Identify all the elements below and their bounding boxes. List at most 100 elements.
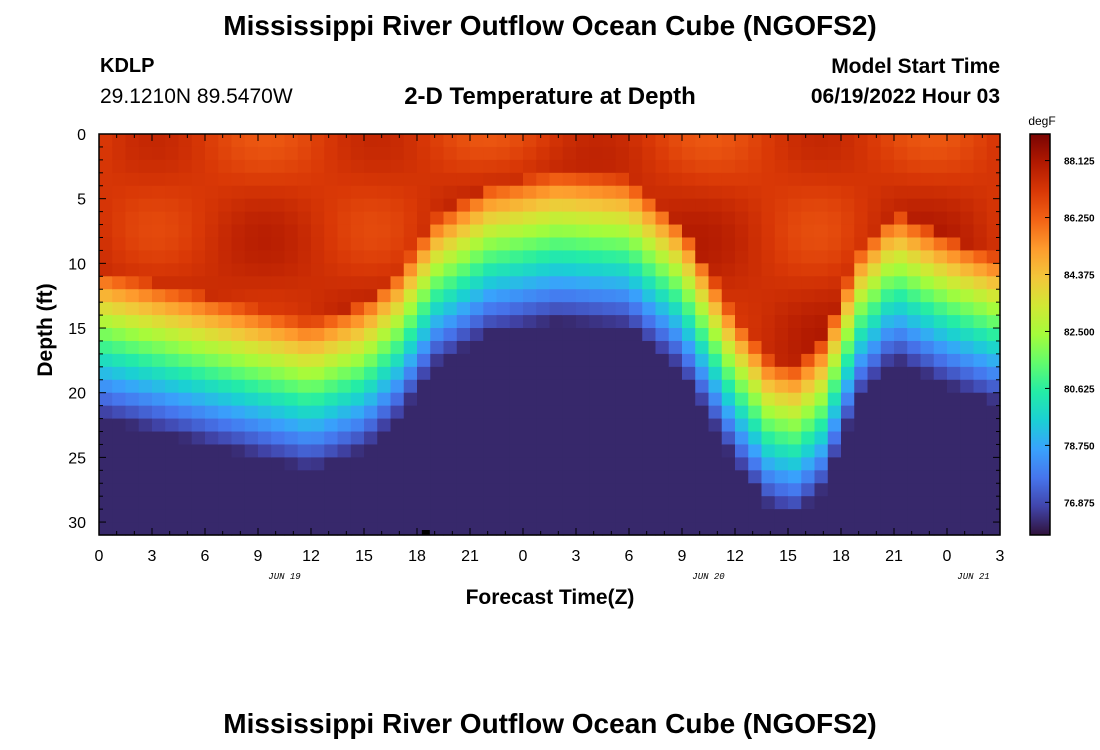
heatmap-cell [894, 496, 908, 510]
heatmap-cell [496, 159, 511, 174]
heatmap-cell [191, 146, 206, 161]
heatmap-cell [668, 302, 683, 316]
x-tick-label: 3 [996, 548, 1005, 565]
heatmap-cell [708, 289, 723, 303]
heatmap-cell [576, 340, 590, 355]
heatmap-cell [430, 405, 445, 420]
heatmap-cell [364, 418, 378, 433]
heatmap-cell [682, 509, 696, 523]
heatmap-cell [509, 198, 524, 213]
heatmap-cell [470, 276, 484, 290]
heatmap-cell [721, 418, 736, 433]
heatmap-cell [390, 328, 405, 342]
heatmap-cell [933, 405, 948, 420]
heatmap-cell [364, 470, 378, 484]
heatmap-cell [99, 483, 113, 497]
heatmap-cell [947, 457, 961, 471]
heatmap-cell [655, 496, 670, 510]
heatmap-cell [655, 250, 670, 264]
heatmap-cell [311, 392, 325, 407]
heatmap-cell [814, 172, 829, 187]
heatmap-cell [456, 198, 471, 213]
heatmap-cell [138, 146, 153, 161]
heatmap-cell [814, 353, 829, 368]
heatmap-cell [138, 172, 153, 187]
heatmap-cell [377, 211, 392, 226]
heatmap-cell [218, 185, 233, 200]
heatmap-cell [589, 315, 604, 329]
heatmap-cell [615, 509, 630, 523]
heatmap-cell [615, 276, 630, 290]
heatmap-cell [549, 340, 564, 355]
heatmap-cell [642, 185, 657, 200]
heatmap-cell [244, 289, 259, 303]
heatmap-cell [390, 379, 405, 394]
heatmap-cell [827, 483, 842, 497]
heatmap-cell [721, 302, 736, 316]
heatmap-cell [191, 224, 206, 239]
heatmap-cell [112, 366, 127, 381]
heatmap-cell [152, 379, 166, 394]
heatmap-cell [576, 302, 590, 316]
heatmap-cell [920, 134, 935, 148]
heatmap-cell [536, 379, 551, 394]
heatmap-cell [191, 470, 206, 484]
heatmap-cell [417, 172, 431, 187]
heatmap-cell [986, 172, 1001, 187]
heatmap-cell [602, 276, 617, 290]
heatmap-cell [841, 470, 855, 484]
heatmap-cell [947, 379, 961, 394]
heatmap-cell [523, 431, 537, 446]
x-tick-label: 0 [943, 548, 952, 565]
heatmap-cell [390, 315, 405, 329]
heatmap-cell [867, 185, 882, 200]
heatmap-cell [430, 379, 445, 394]
heatmap-cell [258, 418, 272, 433]
heatmap-cell [178, 509, 193, 523]
heatmap-cell [112, 185, 127, 200]
heatmap-cell [324, 366, 339, 381]
heatmap-cell [801, 366, 816, 381]
heatmap-cell [443, 470, 458, 484]
heatmap-cell [165, 289, 180, 303]
heatmap-cell [788, 509, 802, 523]
heatmap-cell [417, 328, 431, 342]
x-tick-label: 18 [408, 548, 426, 565]
heatmap-cell [456, 522, 471, 536]
heatmap-cell [205, 146, 219, 161]
heatmap-cell [615, 457, 630, 471]
heatmap-cell [271, 250, 286, 264]
heatmap-cell [258, 483, 272, 497]
heatmap-cell [311, 134, 325, 148]
heatmap-cell [841, 509, 855, 523]
heatmap-cell [337, 237, 352, 252]
heatmap-cell [337, 302, 352, 316]
heatmap-cell [483, 289, 498, 303]
heatmap-cell [814, 315, 829, 329]
heatmap-cell [615, 224, 630, 239]
heatmap-cell [138, 328, 153, 342]
heatmap-cell [271, 496, 286, 510]
heatmap-cell [258, 522, 272, 536]
heatmap-cell [562, 263, 577, 277]
heatmap-cell [138, 315, 153, 329]
heatmap-cell [456, 276, 471, 290]
heatmap-cell [695, 392, 710, 407]
heatmap-cell [112, 379, 127, 394]
heatmap-cell [417, 185, 431, 200]
heatmap-cell [947, 392, 961, 407]
heatmap-cell [602, 405, 617, 420]
heatmap-cell [311, 340, 325, 355]
heatmap-cell [509, 315, 524, 329]
heatmap-cell [417, 379, 431, 394]
heatmap-cell [430, 185, 445, 200]
heatmap-cell [973, 405, 988, 420]
heatmap-cell [602, 159, 617, 174]
heatmap-cell [721, 172, 736, 187]
heatmap-cell [536, 431, 551, 446]
heatmap-cell [708, 392, 723, 407]
heatmap-cell [297, 146, 312, 161]
heatmap-cell [390, 392, 405, 407]
heatmap-cell [390, 224, 405, 239]
heatmap-cell [841, 185, 855, 200]
